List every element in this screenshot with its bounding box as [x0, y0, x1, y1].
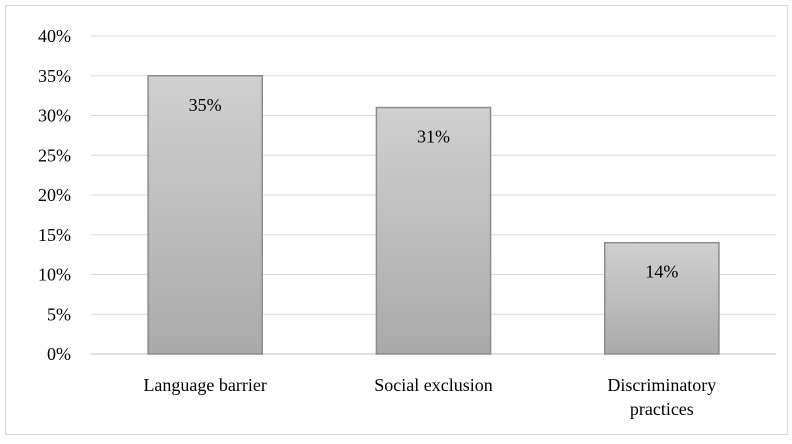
- data-label: 35%: [189, 95, 222, 115]
- data-label: 14%: [645, 262, 678, 282]
- y-tick-label: 5%: [47, 304, 71, 324]
- x-category-label: Language barrier: [143, 375, 266, 395]
- y-tick-label: 10%: [38, 265, 71, 285]
- y-tick-label: 25%: [38, 145, 71, 165]
- bar: [147, 75, 263, 355]
- y-tick-label: 35%: [38, 66, 71, 86]
- x-category-label: Social exclusion: [374, 375, 492, 395]
- x-category-label: Discriminatory: [607, 375, 716, 395]
- y-tick-label: 40%: [38, 26, 71, 46]
- label-layer: 35% Language barrier 31% Social exclusion 14…: [143, 95, 716, 419]
- bar: [604, 241, 720, 355]
- y-tick-label: 0%: [47, 344, 71, 364]
- x-category-label: practices: [630, 399, 694, 419]
- y-tick-label: 15%: [38, 225, 71, 245]
- y-tick-label: 20%: [38, 185, 71, 205]
- bar: [375, 106, 492, 355]
- y-tick-label: 30%: [38, 106, 71, 126]
- bar-layer: [147, 75, 720, 355]
- chart-frame: 0% 5% 10% 15% 20% 25% 30% 35% 40% 35% Language ba…: [5, 5, 788, 435]
- bar-chart: 0% 5% 10% 15% 20% 25% 30% 35% 40% 35% Language ba…: [38, 26, 776, 419]
- data-label: 31%: [417, 127, 450, 147]
